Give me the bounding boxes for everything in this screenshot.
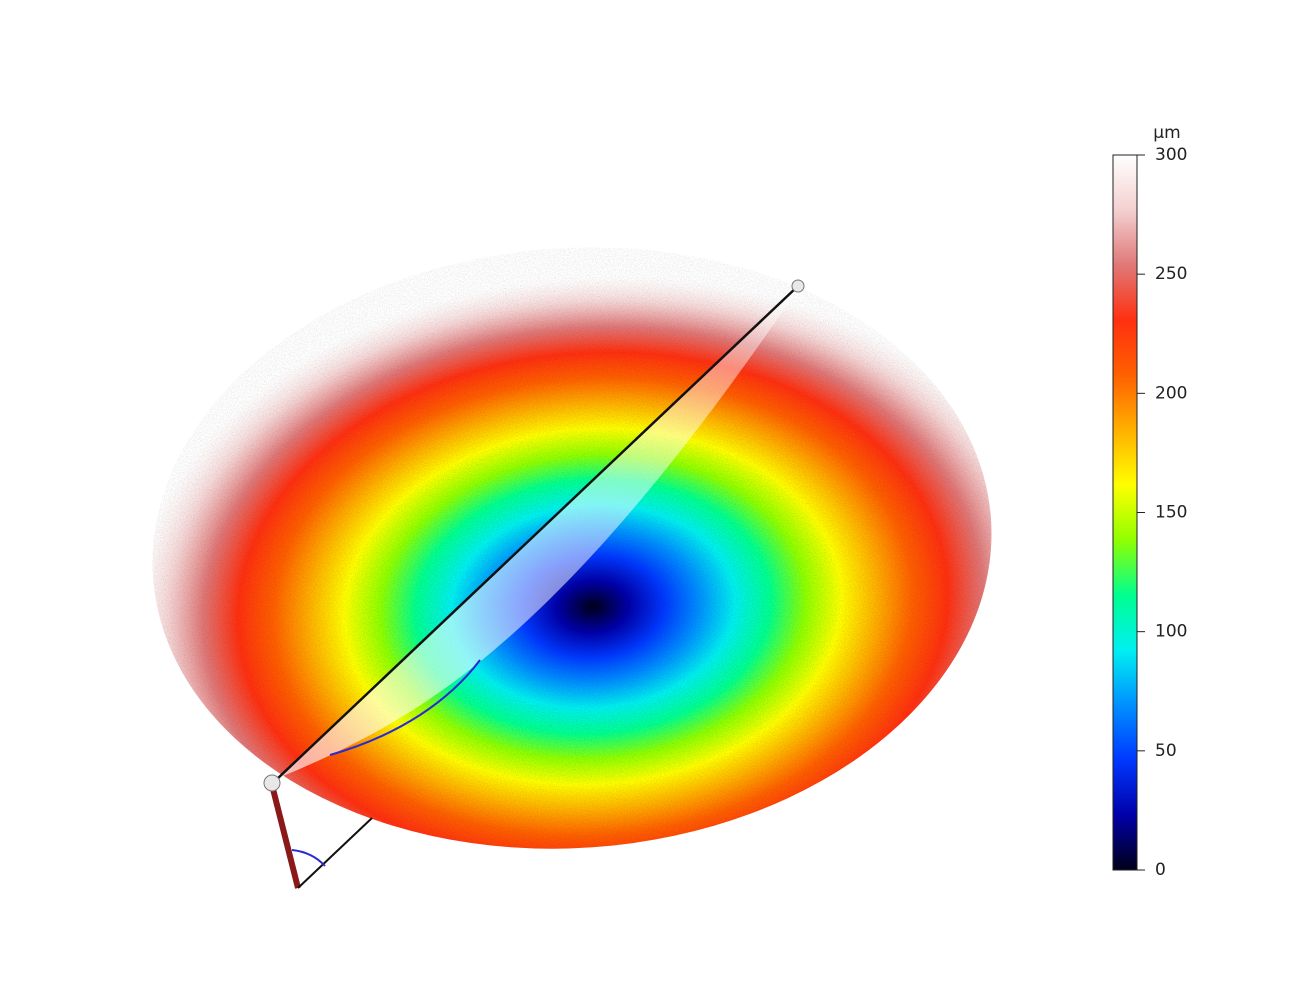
colorbar-label: µm xyxy=(1153,123,1180,143)
angle-arc xyxy=(291,849,326,867)
colorbar-tick-label: 200 xyxy=(1155,383,1187,403)
colorbar-tick-label: 0 xyxy=(1155,860,1166,880)
reference-post xyxy=(269,784,301,889)
angle-arc xyxy=(329,659,481,756)
reference-line xyxy=(297,817,373,889)
handle[interactable] xyxy=(263,774,281,792)
colorbar-tick-label: 250 xyxy=(1155,264,1187,284)
section-cut xyxy=(263,279,805,889)
handle[interactable] xyxy=(791,279,805,293)
colorbar-scale xyxy=(1112,154,1138,871)
colorbar-tick-label: 50 xyxy=(1155,741,1177,761)
colorbar-tick-label: 150 xyxy=(1155,503,1187,523)
colorbar: µm 0 50 100 150 200 250 300 xyxy=(1112,123,1187,880)
colorbar-tick-label: 100 xyxy=(1155,622,1187,642)
cut-line xyxy=(275,285,799,781)
colorbar-tick-label: 300 xyxy=(1155,145,1187,165)
